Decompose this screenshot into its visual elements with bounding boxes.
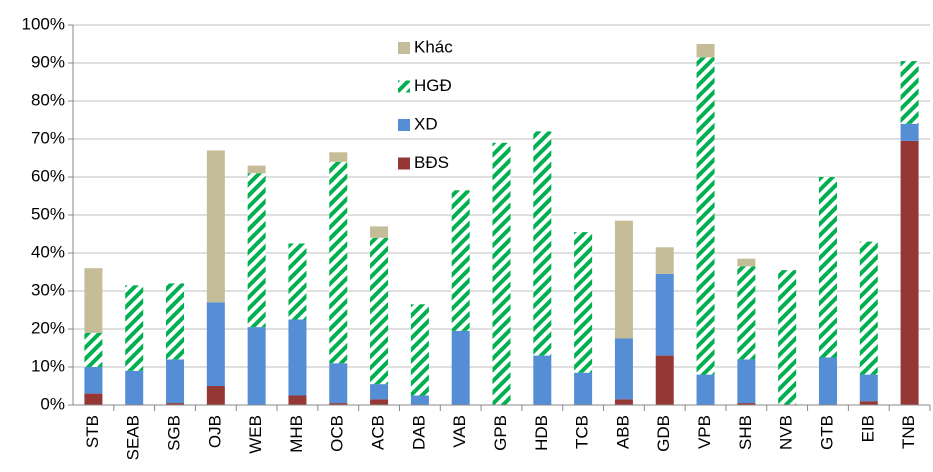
y-tick-label: 50%: [31, 204, 65, 223]
bar-segment: [166, 359, 185, 404]
y-tick-label: 20%: [31, 318, 65, 337]
legend-swatch: [398, 157, 410, 170]
bar-segment: [370, 226, 389, 238]
legend-label: BĐS: [414, 153, 449, 172]
bar-segment: [900, 61, 919, 124]
y-tick-label: 100%: [22, 14, 65, 33]
x-tick-label: EIB: [858, 415, 877, 442]
bar-segment: [696, 57, 715, 375]
bar-segment: [288, 395, 307, 405]
bar-segment: [655, 355, 674, 405]
y-tick-label: 40%: [31, 242, 65, 261]
bar-segment: [166, 283, 185, 360]
y-tick-label: 60%: [31, 166, 65, 185]
x-tick-label: VAB: [450, 415, 469, 448]
bar-segment: [737, 258, 756, 267]
bar-segment: [574, 372, 593, 405]
x-tick-label: OCB: [328, 415, 347, 452]
y-tick-label: 0%: [40, 394, 65, 413]
bar-segment: [125, 370, 144, 405]
x-tick-label: GPB: [491, 415, 510, 451]
bar-segment: [206, 150, 225, 303]
bar-segment: [84, 393, 103, 405]
bar-segment: [737, 266, 756, 360]
bar-segment: [451, 330, 470, 405]
bar-segment: [696, 44, 715, 58]
bar-segment: [859, 241, 878, 375]
bar-segment: [410, 304, 429, 396]
bar-segment: [614, 220, 633, 339]
bar-segment: [614, 338, 633, 400]
bar-segment: [329, 152, 348, 162]
bar-segment: [166, 403, 185, 405]
legend-label: XD: [414, 114, 438, 133]
legend-label: HGĐ: [414, 76, 452, 95]
x-tick-label: STB: [83, 415, 102, 448]
x-tick-label: SHB: [736, 415, 755, 450]
legend-swatch: [398, 80, 410, 93]
bar-segment: [614, 399, 633, 405]
x-tick-label: SEAB: [124, 415, 143, 460]
bar-segment: [655, 273, 674, 356]
bar-segment: [84, 332, 103, 367]
x-tick-label: GDB: [654, 415, 673, 452]
legend-swatch: [398, 119, 410, 131]
bar-segment: [288, 319, 307, 396]
bar-segment: [247, 327, 266, 405]
bar-segment: [900, 140, 919, 405]
bar-segment: [329, 403, 348, 405]
x-tick-label: MHB: [287, 415, 306, 453]
bar-segment: [206, 302, 225, 386]
y-tick-label: 10%: [31, 356, 65, 375]
x-tick-label: ABB: [613, 415, 632, 449]
x-tick-label: DAB: [409, 415, 428, 450]
x-tick-label: GTB: [817, 415, 836, 450]
y-tick-label: 90%: [31, 52, 65, 71]
bar-segment: [900, 123, 919, 141]
x-tick-label: WEB: [246, 415, 265, 454]
bar-segment: [125, 285, 144, 371]
bar-segment: [84, 367, 103, 394]
bar-segment: [737, 403, 756, 405]
legend-swatch: [398, 42, 410, 54]
bar-segment: [370, 384, 389, 400]
bar-segment: [247, 165, 266, 174]
bar-segment: [574, 232, 593, 373]
x-tick-label: TNB: [899, 415, 918, 449]
x-tick-label: HDB: [532, 415, 551, 451]
bar-segment: [370, 399, 389, 405]
bar-segment: [370, 237, 389, 385]
x-tick-label: NVB: [777, 415, 796, 450]
x-tick-label: VPB: [695, 415, 714, 449]
y-tick-label: 70%: [31, 128, 65, 147]
y-tick-label: 80%: [31, 90, 65, 109]
bar-segment: [859, 401, 878, 405]
bar-segment: [533, 355, 552, 405]
x-tick-label: SGB: [165, 415, 184, 451]
bar-segment: [859, 374, 878, 402]
y-tick-label: 30%: [31, 280, 65, 299]
bar-segment: [329, 363, 348, 404]
bar-segment: [451, 190, 470, 331]
bar-segment: [818, 177, 837, 358]
bar-segment: [410, 395, 429, 405]
legend-label: Khác: [414, 37, 453, 56]
x-tick-label: TCB: [573, 415, 592, 449]
bar-segment: [778, 270, 797, 405]
bar-segment: [247, 173, 266, 328]
bar-segment: [696, 374, 715, 405]
bar-segment: [84, 268, 103, 333]
bar-segment: [206, 386, 225, 405]
x-tick-label: OJB: [205, 415, 224, 448]
bar-segment: [533, 131, 552, 356]
bar-segment: [655, 247, 674, 274]
bar-segment: [329, 161, 348, 364]
bar-segment: [492, 142, 511, 406]
bar-segment: [818, 357, 837, 405]
bar-segment: [288, 243, 307, 320]
bar-segment: [737, 359, 756, 404]
x-tick-label: ACB: [369, 415, 388, 450]
